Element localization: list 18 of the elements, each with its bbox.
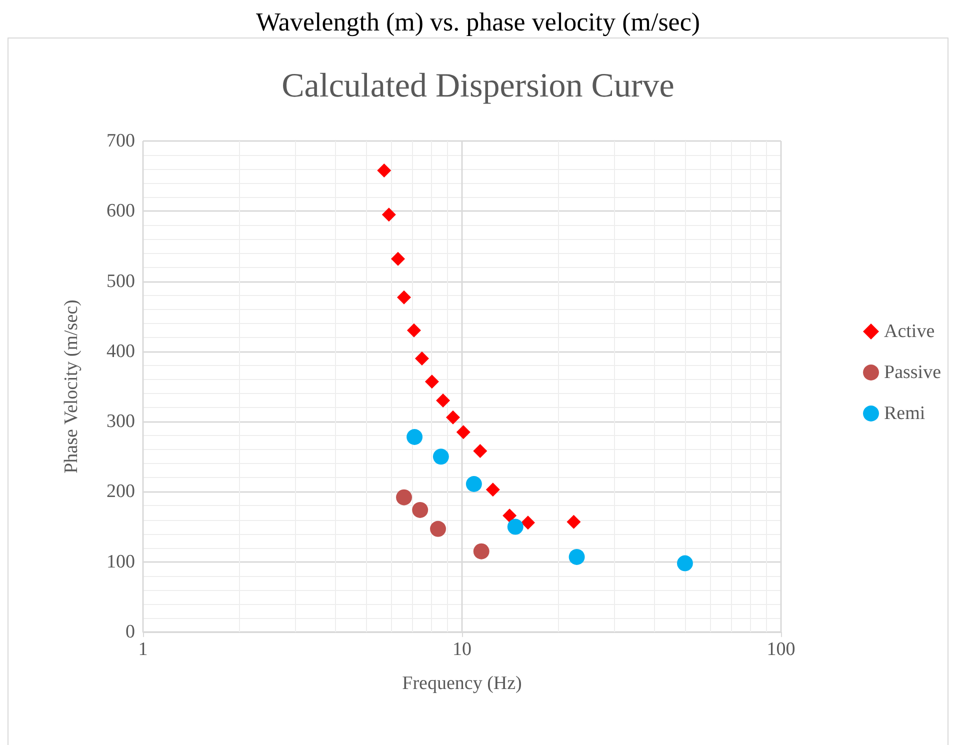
x-tick-label: 1 <box>138 639 148 660</box>
x-tick-label: 100 <box>766 639 796 660</box>
legend-label: Passive <box>884 362 941 383</box>
y-tick-label: 500 <box>106 270 135 292</box>
y-tick-label: 200 <box>106 481 135 502</box>
chart-subtitle: Wavelength (m) vs. phase velocity (m/sec) <box>256 8 700 36</box>
y-axis-title: Phase Velocity (m/sec) <box>61 300 82 474</box>
y-tick-label: 100 <box>106 551 135 572</box>
y-tick-label: 600 <box>106 200 135 222</box>
legend-label: Active <box>884 321 935 342</box>
y-tick-label: 300 <box>106 411 135 432</box>
legend-label: Remi <box>884 403 926 424</box>
chart-title: Calculated Dispersion Curve <box>282 68 674 104</box>
y-tick-label: 400 <box>106 340 135 362</box>
y-tick-label: 700 <box>106 130 135 152</box>
x-axis-title: Frequency (Hz) <box>402 673 522 694</box>
y-tick-label: 0 <box>126 622 135 642</box>
x-tick-label: 10 <box>452 639 472 660</box>
